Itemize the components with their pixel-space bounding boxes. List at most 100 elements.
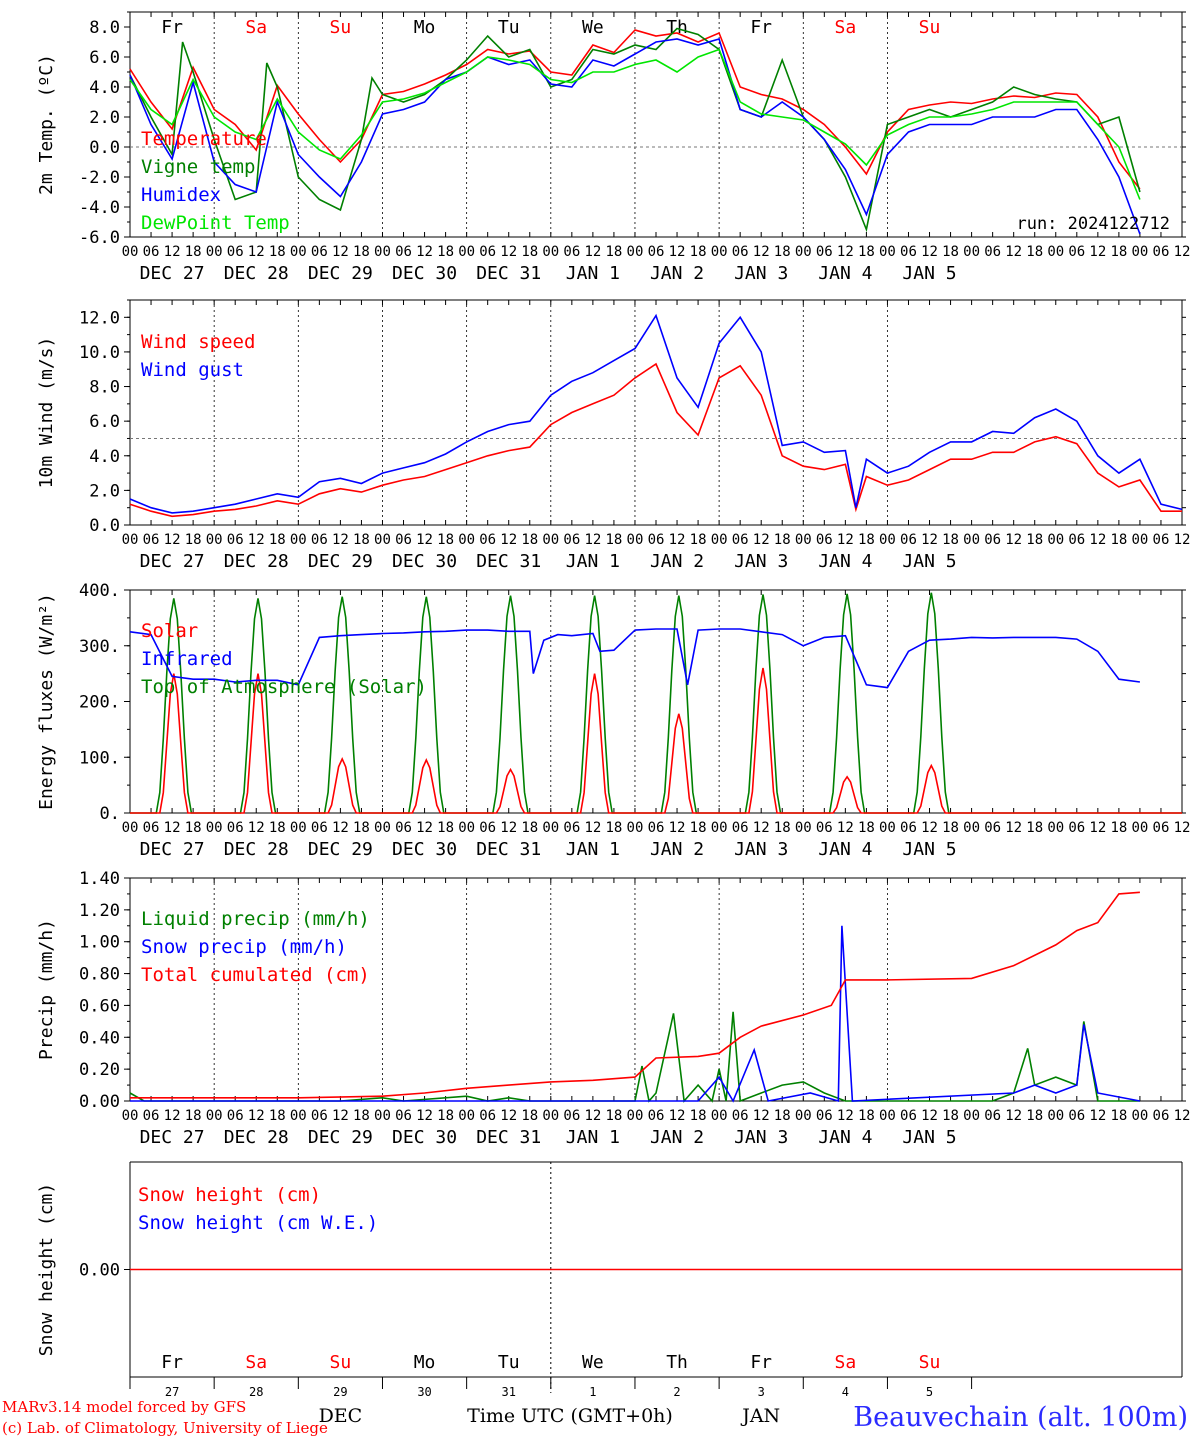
- hour-label: 18: [1110, 244, 1127, 260]
- day-number: 3: [758, 1385, 765, 1399]
- y-tick-label: 100.: [79, 748, 120, 768]
- hour-label: 18: [1026, 1108, 1043, 1124]
- hour-label: 18: [690, 820, 707, 836]
- hour-label: 18: [774, 244, 791, 260]
- y-tick-label: 0.40: [79, 1028, 120, 1048]
- hour-label: 12: [837, 1108, 854, 1124]
- hour-label: 12: [1089, 820, 1106, 836]
- y-tick-label: 0.0: [89, 516, 120, 536]
- y-tick-label: 2.0: [89, 108, 120, 128]
- legend-entry: Snow height (cm W.E.): [138, 1212, 378, 1234]
- hour-label: 00: [879, 532, 896, 548]
- hour-label: 18: [353, 244, 370, 260]
- hour-label: 12: [669, 532, 686, 548]
- hour-label: 00: [1131, 820, 1148, 836]
- hour-label: 00: [1131, 244, 1148, 260]
- hour-label: 06: [1068, 1108, 1085, 1124]
- hour-label: 00: [374, 244, 391, 260]
- hour-label: 12: [669, 1108, 686, 1124]
- hour-label: 06: [816, 532, 833, 548]
- series-line-3: [129, 48, 1141, 200]
- legend-entry: Liquid precip (mm/h): [141, 908, 370, 930]
- hour-label: 18: [942, 1108, 959, 1124]
- hour-label: 12: [248, 1108, 265, 1124]
- hour-label: 12: [669, 820, 686, 836]
- hour-label: 18: [353, 532, 370, 548]
- day-name: Th: [666, 17, 688, 38]
- day-name: Sa: [245, 17, 267, 38]
- y-tick-label: -2.0: [79, 168, 120, 188]
- hour-label: 00: [711, 244, 728, 260]
- hour-label: 06: [648, 820, 665, 836]
- date-label: DEC 31: [476, 263, 541, 284]
- legend-entry: Snow precip (mm/h): [141, 936, 347, 958]
- date-label: JAN 3: [734, 551, 788, 572]
- hour-label: 18: [185, 532, 202, 548]
- date-label: JAN 1: [566, 1127, 620, 1148]
- panel-frame: [129, 589, 1183, 814]
- panel-precip: 1.40 1.20 1.00 0.80 0.60 0.40 0.20 0.00 Precip (…: [36, 869, 1190, 1148]
- date-label: JAN 4: [818, 551, 872, 572]
- hour-label: 00: [206, 532, 223, 548]
- hour-label: 06: [395, 532, 412, 548]
- hour-label: 18: [353, 1108, 370, 1124]
- hour-label: 12: [1174, 244, 1191, 260]
- y-axis-label: Precip (mm/h): [36, 919, 57, 1060]
- y-tick-label: 0.60: [79, 996, 120, 1016]
- date-label: DEC 29: [308, 839, 373, 860]
- hour-label: 00: [963, 244, 980, 260]
- day-name: Mo: [414, 1352, 436, 1373]
- day-name: We: [582, 17, 604, 38]
- series-line-0: [129, 362, 1182, 518]
- legend-entry: Total cumulated (cm): [141, 964, 370, 986]
- hour-label: 18: [185, 1108, 202, 1124]
- hour-label: 00: [458, 820, 475, 836]
- hour-label: 12: [1089, 1108, 1106, 1124]
- hour-label: 12: [584, 532, 601, 548]
- hour-label: 12: [1174, 532, 1191, 548]
- hour-label: 18: [858, 1108, 875, 1124]
- hour-label: 06: [984, 532, 1001, 548]
- hour-label: 18: [521, 820, 538, 836]
- hour-label: 06: [143, 244, 160, 260]
- hour-label: 12: [921, 532, 938, 548]
- hour-label: 12: [837, 820, 854, 836]
- hour-label: 06: [1153, 244, 1170, 260]
- hour-label: 06: [900, 820, 917, 836]
- hour-label: 06: [816, 820, 833, 836]
- day-name: Sa: [835, 1352, 857, 1373]
- hour-label: 06: [1153, 532, 1170, 548]
- hour-label: 00: [795, 1108, 812, 1124]
- hour-label: 18: [437, 820, 454, 836]
- hour-label: 18: [353, 820, 370, 836]
- hour-label: 06: [732, 532, 749, 548]
- hour-label: 12: [1174, 820, 1191, 836]
- y-tick-label: 6.0: [89, 412, 120, 432]
- hour-label: 12: [837, 532, 854, 548]
- hour-label: 06: [311, 1108, 328, 1124]
- hour-label: 12: [753, 1108, 770, 1124]
- hour-label: 00: [122, 820, 139, 836]
- date-label: JAN 5: [902, 551, 956, 572]
- y-axis-label: 10m Wind (m/s): [36, 337, 57, 489]
- date-label: JAN 5: [902, 1127, 956, 1148]
- day-name: Th: [666, 1352, 688, 1373]
- day-number: 31: [501, 1385, 515, 1399]
- hour-label: 06: [227, 1108, 244, 1124]
- hour-label: 00: [627, 820, 644, 836]
- y-tick-label: 200.: [79, 693, 120, 713]
- y-tick-label: 0.80: [79, 965, 120, 985]
- legend-entry: Wind speed: [141, 331, 255, 353]
- hour-label: 18: [605, 244, 622, 260]
- hour-label: 18: [774, 1108, 791, 1124]
- hour-label: 00: [627, 244, 644, 260]
- hour-label: 06: [395, 1108, 412, 1124]
- series-line-0: [129, 1011, 1140, 1103]
- hour-label: 00: [458, 1108, 475, 1124]
- hour-label: 18: [774, 820, 791, 836]
- hour-label: 00: [206, 1108, 223, 1124]
- panel-snow: 0.00 Snow height (cm) Snow height (cm) Snow…: [36, 1161, 1183, 1427]
- hour-label: 12: [753, 244, 770, 260]
- date-label: JAN 3: [734, 263, 788, 284]
